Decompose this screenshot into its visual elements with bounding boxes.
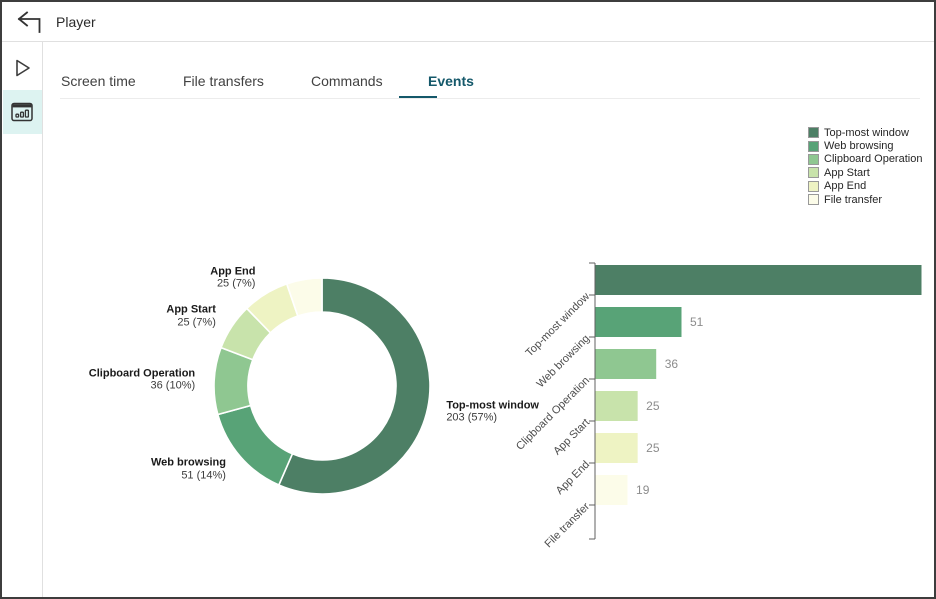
donut-label-clipboard-operation: Clipboard Operation 36 (10%)	[88, 367, 196, 392]
sidebar-item-statistics[interactable]	[2, 90, 42, 134]
donut-segment-file-transfer	[285, 277, 323, 318]
legend-label: App Start	[824, 166, 870, 179]
legend-label: Web browsing	[824, 140, 894, 153]
bar-chart-window-icon	[11, 102, 33, 122]
bar-category-label: App End	[554, 459, 592, 497]
legend-label: Clipboard Operation	[824, 153, 923, 166]
legend-item-top-most-window[interactable]: Top-most window	[808, 126, 922, 139]
chart-legend: Top-most window Web browsing Clipboard Ope…	[808, 126, 922, 206]
bar-top-most-window	[595, 265, 922, 295]
legend-swatch	[808, 140, 819, 152]
donut-label-app-start: App Start 25 (7%)	[166, 303, 216, 329]
bar-value-label: 25	[646, 399, 660, 413]
legend-swatch	[808, 194, 819, 206]
events-panel: Screen time File transfers Commands Events …	[43, 42, 934, 597]
donut-segment-top-most-window	[277, 277, 431, 495]
bar-app-start	[595, 391, 638, 421]
back-arrow-icon	[17, 10, 41, 33]
bar-value-label: 19	[636, 483, 650, 497]
bar-value-label: 51	[690, 315, 704, 329]
page-title: Player	[56, 13, 96, 30]
bar-category-label: Clipboard Operation	[514, 375, 592, 453]
legend-item-app-end[interactable]: App End	[808, 180, 922, 193]
bar-category-label: File transfer	[543, 500, 593, 550]
tab-bar: Screen time File transfers Commands Events	[60, 58, 920, 99]
donut-segment-web-browsing	[216, 404, 294, 487]
legend-label: App End	[824, 180, 867, 193]
bar-file-transfer	[595, 475, 628, 505]
play-icon	[16, 59, 30, 77]
legend-item-file-transfer[interactable]: File transfer	[808, 193, 922, 206]
tab-file-transfers[interactable]: File transfers	[183, 73, 264, 89]
legend-swatch	[808, 167, 819, 179]
sidebar-item-player[interactable]	[3, 46, 42, 90]
sidebar	[2, 42, 43, 597]
back-button[interactable]	[15, 10, 43, 34]
bar-web-browsing	[595, 307, 682, 337]
legend-label: Top-most window	[824, 126, 909, 139]
legend-swatch	[808, 153, 819, 165]
legend-item-clipboard-operation[interactable]: Clipboard Operation	[808, 153, 922, 166]
donut-chart	[213, 277, 431, 495]
legend-swatch	[808, 127, 819, 139]
legend-item-app-start[interactable]: App Start	[808, 166, 922, 179]
tab-commands[interactable]: Commands	[311, 73, 383, 89]
legend-item-web-browsing[interactable]: Web browsing	[808, 139, 922, 152]
bar-clipboard-operation	[595, 349, 657, 379]
bar-category-label: App Start	[551, 417, 592, 458]
legend-swatch	[808, 180, 819, 192]
bar-value-label: 25	[646, 441, 660, 455]
legend-label: File transfer	[824, 193, 883, 206]
tab-events[interactable]: Events	[399, 73, 474, 98]
top-bar: Player	[2, 2, 934, 42]
bar-app-end	[595, 433, 638, 463]
bar-value-label: 36	[665, 357, 679, 371]
tab-screen-time[interactable]: Screen time	[61, 73, 136, 89]
